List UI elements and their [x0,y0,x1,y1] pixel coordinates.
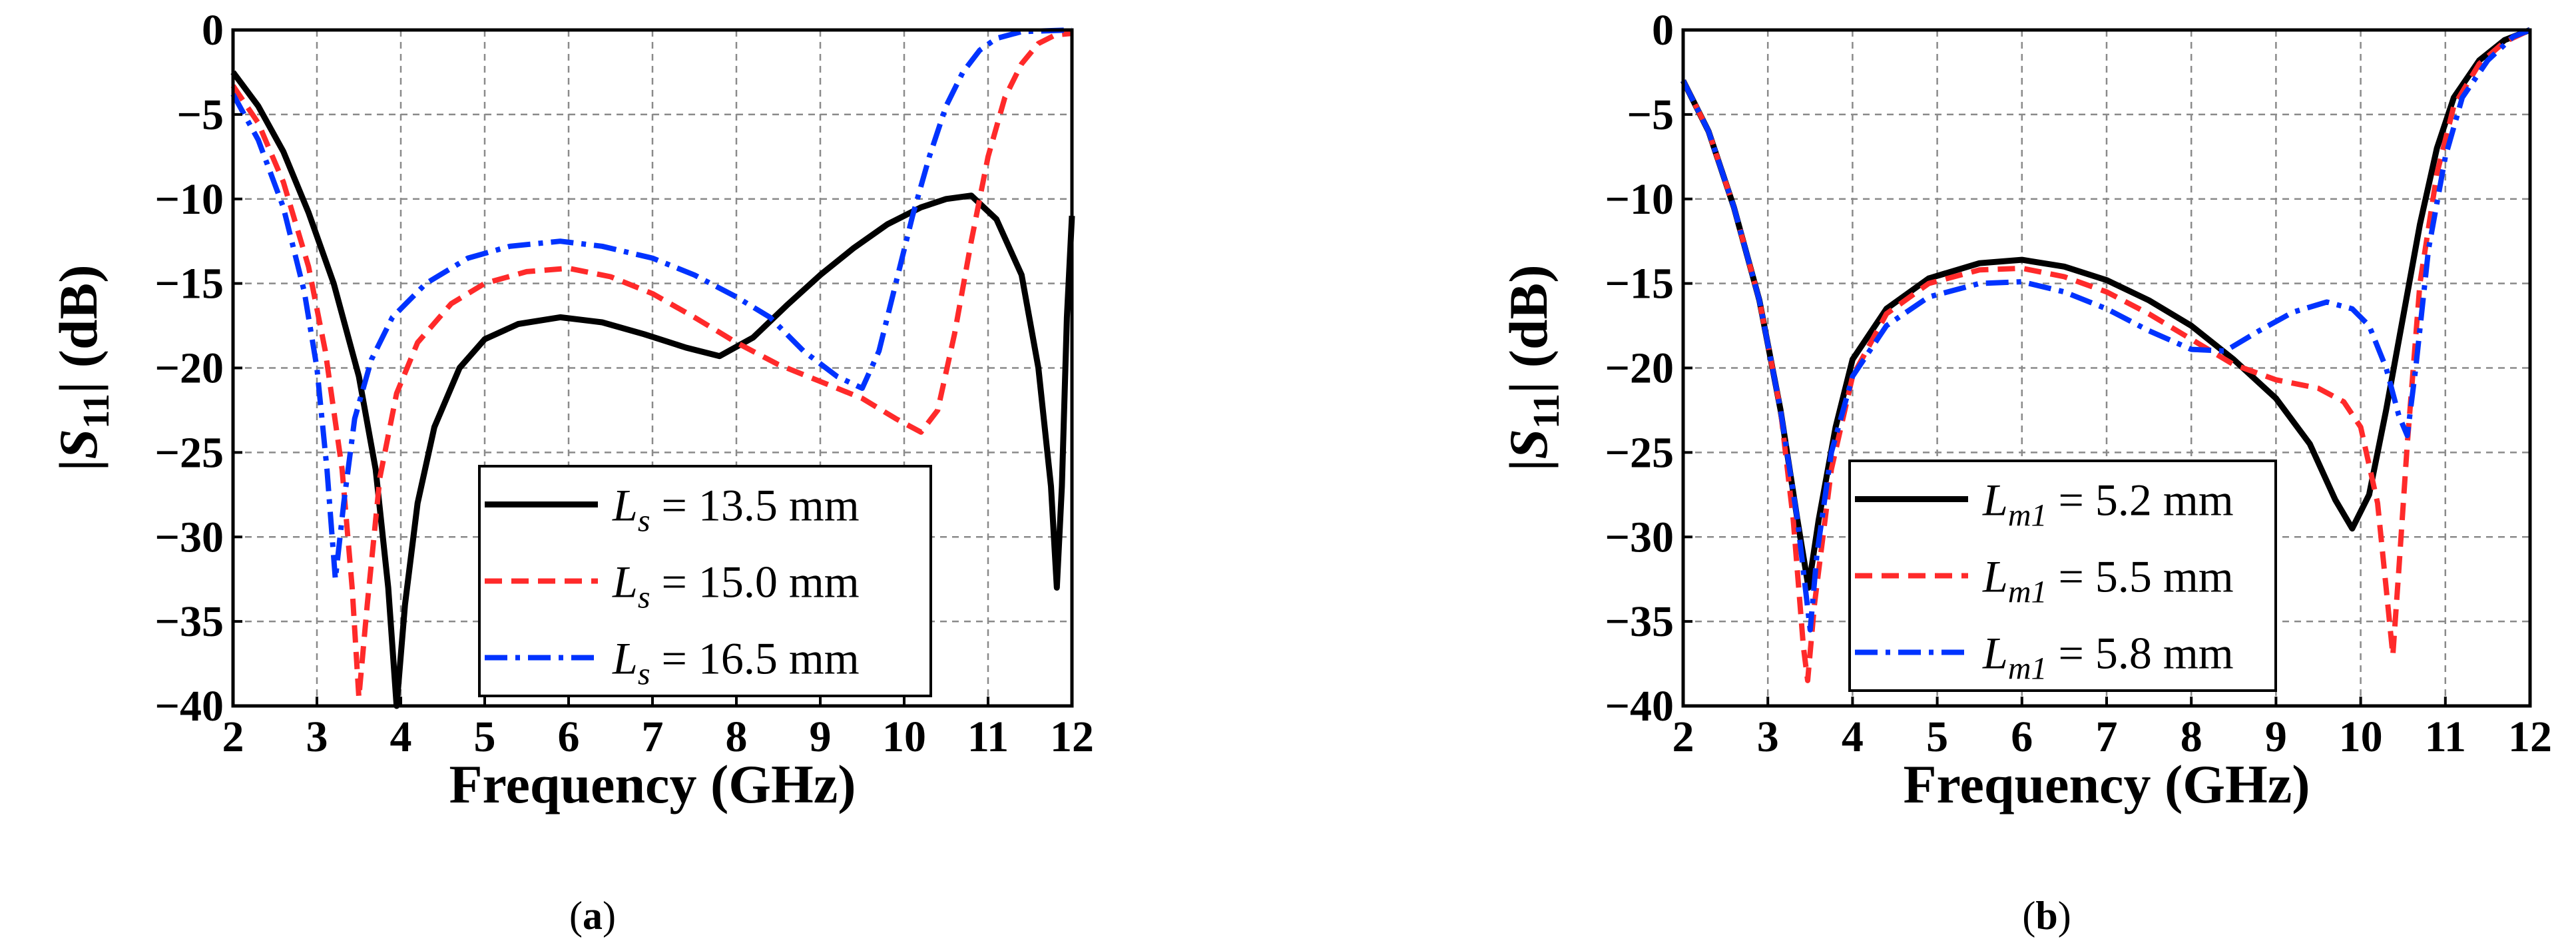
y-tick-label: −15 [1605,260,1674,308]
y-axis-label-a: |S11| (dB) [48,264,117,471]
x-tick-label: 9 [810,713,832,761]
y-tick-label: 0 [202,6,224,55]
y-tick-label: −35 [154,597,224,646]
x-tick-label: 8 [726,713,748,761]
y-tick-label: −30 [1605,513,1674,561]
y-tick-label: −20 [154,344,224,393]
x-tick-label: 2 [222,713,244,761]
y-tick-label: −35 [1605,597,1674,646]
x-tick-label: 9 [2265,713,2287,761]
legend-label-a-3: Ls = 16.5 mm [612,633,860,692]
legend-label-a-2: Ls = 15.0 mm [612,557,860,615]
x-tick-label: 2 [1673,713,1694,761]
y-tick-label: −20 [1605,344,1674,393]
legend-label-b-2: Lm1 = 5.5 mm [1982,551,2234,610]
x-tick-label: 10 [2339,713,2383,761]
y-tick-label: −5 [1627,91,1674,139]
legend-label-a-1: Ls = 13.5 mm [612,480,860,539]
x-tick-label: 3 [306,713,328,761]
legend-label-b-3: Lm1 = 5.8 mm [1982,628,2234,687]
y-tick-label: −30 [154,513,224,561]
y-tick-label: −40 [1605,682,1674,731]
x-axis-label-a: Frequency (GHz) [449,754,856,814]
series-layer-a [230,27,1075,709]
x-axis-label-b: Frequency (GHz) [1903,754,2310,814]
legend-a: Ls = 13.5 mm Ls = 15.0 mm Ls = 16.5 mm [478,465,932,697]
series-line-a-3 [230,27,1073,582]
y-tick-label: −15 [154,260,224,308]
y-tick-label: −25 [154,428,224,477]
legend-b: Lm1 = 5.2 mm Lm1 = 5.5 mm Lm1 = 5.8 mm [1848,460,2277,692]
x-tick-label: 5 [1926,713,1948,761]
y-axis-label-b: |S11| (dB) [1498,264,1567,471]
x-tick-label: 12 [2508,713,2552,761]
x-tick-label: 10 [882,713,926,761]
legend-label-b-1: Lm1 = 5.2 mm [1982,475,2234,533]
x-tick-label: 7 [2096,713,2118,761]
x-tick-label: 6 [2011,713,2033,761]
x-tick-label: 8 [2181,713,2202,761]
series-line-b-3 [1680,27,2531,633]
series-line-a-2 [230,31,1073,701]
series-line-a-1 [230,70,1075,709]
caption-b: (b) [2022,894,2071,938]
y-tick-label: 0 [1652,6,1674,55]
x-tick-label: 4 [390,713,412,761]
y-tick-label: −40 [154,682,224,731]
caption-a: (a) [569,894,616,938]
y-tick-label: −10 [154,175,224,224]
x-tick-label: 7 [642,713,664,761]
x-tick-label: 11 [967,713,1009,761]
series-layer-b [1680,27,2531,683]
tick-labels-b: 2 3 4 5 6 7 8 9 10 11 12 0 −5 −10 −15 −20 −25 −30 −35 −40 [1605,6,2552,761]
tick-labels-a: 2 3 4 5 6 7 8 9 10 11 12 0 −5 −10 −15 −20 −25 −30 −35 −40 [154,6,1094,761]
x-tick-label: 12 [1050,713,1094,761]
y-tick-label: −10 [1605,175,1674,224]
x-tick-label: 5 [474,713,496,761]
y-tick-label: −5 [176,91,224,139]
x-tick-label: 11 [2425,713,2466,761]
x-tick-label: 6 [558,713,580,761]
series-line-b-2 [1680,27,2531,683]
x-tick-label: 4 [1842,713,1864,761]
panel-a: 2 3 4 5 6 7 8 9 10 11 12 0 −5 −10 −15 −20 −25 −30 −35 −40 |… [48,6,1094,938]
x-tick-label: 3 [1757,713,1779,761]
panel-b: 2 3 4 5 6 7 8 9 10 11 12 0 −5 −10 −15 −20 −25 −30 −35 −40 |… [1498,6,2552,938]
y-tick-label: −25 [1605,428,1674,477]
